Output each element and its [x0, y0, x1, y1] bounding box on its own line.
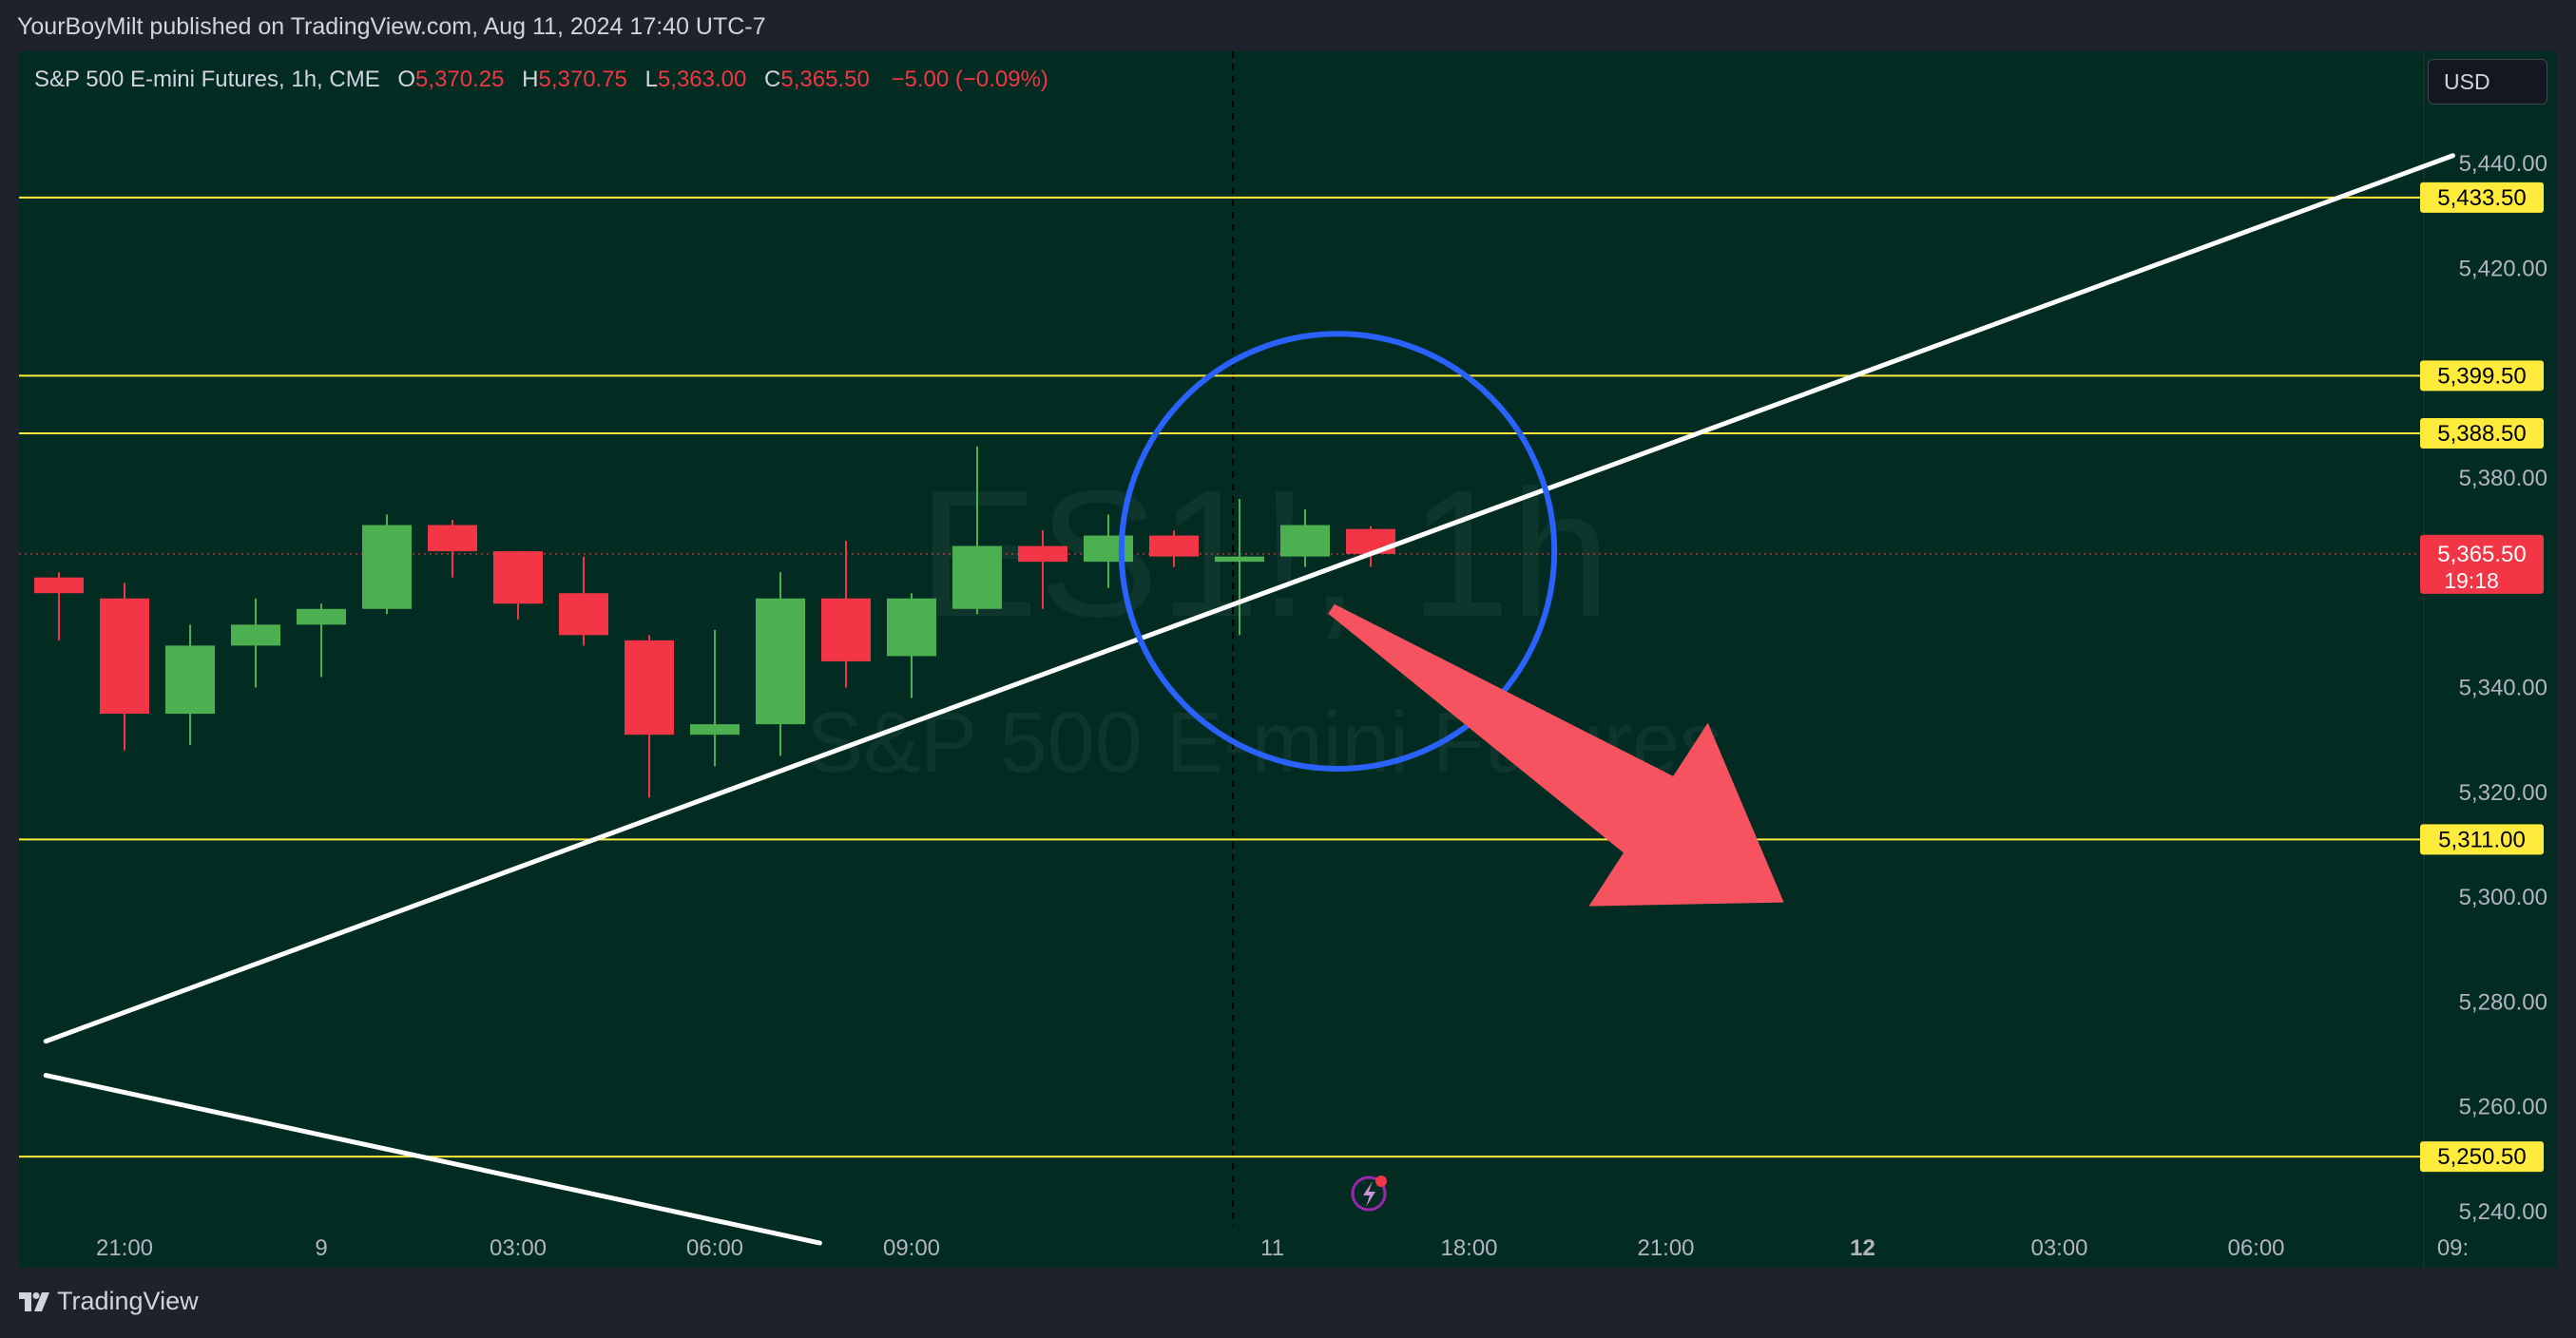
- candle-body: [559, 593, 608, 636]
- candle-body: [1149, 535, 1199, 557]
- open-label: O: [397, 67, 416, 92]
- trendline: [43, 153, 2455, 1044]
- symbol-info[interactable]: S&P 500 E-mini Futures, 1h, CME: [34, 67, 380, 92]
- price-axis: [2424, 51, 2557, 1226]
- level-label: 5,399.50: [2437, 363, 2526, 389]
- price-tick-label: 5,380.00: [2459, 466, 2547, 491]
- open-value: 5,370.25: [415, 67, 505, 92]
- publish-bar: YourBoyMilt published on TradingView.com…: [0, 0, 2576, 53]
- price-tick-label: 5,440.00: [2459, 151, 2547, 177]
- candle-body: [821, 598, 871, 661]
- candle-body: [756, 598, 805, 725]
- level-label-box: [2420, 824, 2544, 855]
- time-tick-label: 9: [315, 1235, 327, 1261]
- trendline: [43, 1073, 822, 1246]
- chart-pane: [19, 51, 2424, 1226]
- level-label: 5,250.50: [2437, 1144, 2526, 1170]
- time-tick-label: 18:00: [1440, 1235, 1497, 1261]
- time-tick-label: 03:00: [490, 1235, 547, 1261]
- level-label: 5,388.50: [2437, 421, 2526, 447]
- time-tick-label: 09:00: [883, 1235, 940, 1261]
- candle-body: [362, 525, 412, 609]
- chart-legend: S&P 500 E-mini Futures, 1h, CME O5,370.2…: [34, 67, 1048, 93]
- candle-body: [1084, 535, 1133, 563]
- high-label: H: [522, 67, 539, 92]
- candle-body: [231, 624, 280, 646]
- down-arrow: [1328, 603, 1784, 907]
- time-tick-label: 11: [1260, 1235, 1284, 1261]
- time-tick-label: 03:00: [2030, 1235, 2087, 1261]
- lightning-icon: [1351, 1176, 1387, 1212]
- notification-dot-icon: [1375, 1176, 1387, 1187]
- time-tick-label: 12: [1850, 1235, 1875, 1261]
- candle-body: [1280, 525, 1330, 557]
- level-label: 5,311.00: [2438, 827, 2526, 852]
- last-price-label: 5,365.50: [2437, 542, 2526, 567]
- candle-body: [1215, 556, 1264, 563]
- price-tick-label: 5,300.00: [2459, 885, 2547, 910]
- candle-body: [165, 645, 215, 715]
- time-tick-label: 09:: [2437, 1235, 2469, 1261]
- low-label: L: [644, 67, 658, 92]
- price-tick-label: 5,320.00: [2459, 780, 2547, 806]
- price-tick-label: 5,240.00: [2459, 1199, 2547, 1225]
- candle-body: [952, 545, 1002, 609]
- high-value: 5,370.75: [538, 67, 627, 92]
- tradingview-logo-icon: [19, 1291, 49, 1311]
- published-info: YourBoyMilt published on TradingView.com…: [17, 12, 766, 40]
- time-axis: [19, 1226, 2557, 1268]
- candle-body: [625, 640, 674, 736]
- price-tick-label: 5,340.00: [2459, 676, 2547, 701]
- level-label-box: [2420, 1141, 2544, 1173]
- last-price-box: [2420, 534, 2544, 594]
- time-tick-label: 06:00: [2227, 1235, 2284, 1261]
- highlight-circle: [1118, 331, 1558, 772]
- candle-body: [100, 598, 149, 715]
- level-label-box: [2420, 418, 2544, 449]
- level-label-box: [2420, 182, 2544, 213]
- close-value: 5,365.50: [780, 67, 870, 92]
- time-tick-label: 06:00: [686, 1235, 743, 1261]
- price-tick-label: 5,420.00: [2459, 256, 2547, 281]
- close-label: C: [764, 67, 781, 92]
- change-value: −5.00 (−0.09%): [891, 67, 1048, 92]
- candle-body: [690, 724, 740, 736]
- tradingview-logo[interactable]: TradingView: [19, 1287, 199, 1316]
- candle-body: [34, 577, 84, 594]
- price-tick-label: 5,280.00: [2459, 989, 2547, 1015]
- candle-body: [493, 551, 543, 604]
- level-label: 5,433.50: [2437, 185, 2526, 211]
- lightning-bolt-icon: [1363, 1181, 1375, 1207]
- candle-body: [1346, 528, 1395, 554]
- brand-name: TradingView: [57, 1287, 199, 1315]
- time-tick-label: 21:00: [1637, 1235, 1694, 1261]
- candle-body: [297, 608, 346, 625]
- candle-body: [428, 525, 477, 552]
- level-label-box: [2420, 360, 2544, 392]
- candle-body: [887, 598, 936, 657]
- currency-button[interactable]: USD: [2428, 59, 2547, 105]
- low-value: 5,363.00: [657, 67, 747, 92]
- candle-body: [1018, 545, 1067, 563]
- countdown-label: 19:18: [2444, 568, 2499, 593]
- price-tick-label: 5,260.00: [2459, 1095, 2547, 1120]
- time-tick-label: 21:00: [96, 1235, 153, 1261]
